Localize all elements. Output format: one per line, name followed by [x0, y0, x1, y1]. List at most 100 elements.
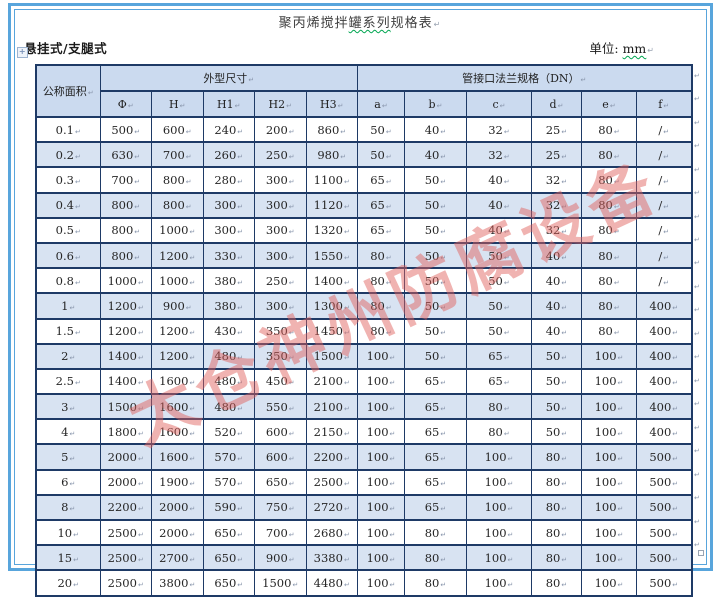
table-cell: 80↵: [581, 241, 637, 270]
end-of-cell-mark: ↵: [613, 278, 620, 287]
table-cell: 100↵: [581, 569, 637, 597]
table-cell: 100↵: [466, 493, 532, 522]
table-cell: 430↵: [202, 317, 255, 345]
cell-value: 1000: [159, 273, 189, 288]
end-of-cell-mark: ↵: [237, 203, 244, 212]
cell-value: 600: [265, 424, 288, 439]
column-header-text: b: [428, 97, 436, 111]
table-cell: 1450↵: [305, 317, 358, 345]
end-of-cell-mark: ↵: [561, 177, 568, 186]
table-cell: 65↵: [357, 191, 405, 219]
cell-value: 600: [265, 450, 288, 465]
end-of-cell-mark: ↵: [561, 329, 568, 338]
end-of-cell-mark: ↵: [340, 152, 347, 161]
column-header-text: Φ: [117, 97, 127, 111]
cell-value: 3800: [159, 575, 189, 590]
cell-value: 1200: [159, 324, 189, 339]
cell-value: 4: [61, 424, 69, 439]
end-of-cell-mark: ↵: [436, 101, 443, 110]
table-cell: 400↵: [635, 418, 693, 446]
end-of-cell-mark: ↵: [73, 555, 79, 564]
cell-value: 65: [424, 450, 440, 465]
table-cell: 1550↵: [305, 241, 358, 270]
end-of-row-mark: ↵: [694, 470, 700, 479]
table-cell: 25↵: [531, 115, 582, 144]
end-of-cell-mark: ↵: [663, 203, 670, 212]
end-of-cell-mark: ↵: [288, 203, 295, 212]
end-of-cell-mark: ↵: [440, 379, 447, 388]
table-cell: 50↵: [531, 393, 582, 421]
end-of-row-mark: ↵: [694, 376, 700, 385]
table-cell: 100↵: [357, 367, 405, 396]
end-of-cell-mark: ↵: [503, 203, 510, 212]
end-of-cell-mark: ↵: [237, 303, 244, 312]
cell-value: 1300: [313, 298, 343, 313]
cell-value: 100: [366, 450, 389, 465]
table-cell: 80↵: [357, 267, 405, 295]
end-of-cell-mark: ↵: [237, 555, 244, 564]
end-of-cell-mark: ↵: [381, 101, 388, 110]
table-cell: 32↵: [466, 141, 532, 169]
table-cell: 2000↵: [99, 443, 152, 471]
row-area-cell: 1↵: [35, 292, 101, 320]
column-header-text: f: [658, 97, 663, 111]
table-cell: 500↵: [635, 468, 693, 496]
table-cell: 2680↵: [305, 518, 358, 547]
table-cell: 65↵: [404, 367, 467, 396]
cell-value: 0.1: [55, 122, 74, 137]
end-of-cell-mark: ↵: [440, 480, 447, 489]
row-area-cell: 4↵: [35, 418, 101, 446]
end-of-cell-mark: ↵: [613, 203, 620, 212]
cell-value: 80: [370, 298, 385, 313]
end-of-cell-mark: ↵: [389, 429, 396, 438]
cell-value: 1400: [313, 273, 343, 288]
end-of-cell-mark: ↵: [343, 329, 350, 338]
end-of-cell-mark: ↵: [389, 455, 396, 464]
table-cell: 50↵: [404, 191, 467, 219]
cell-value: 50: [488, 273, 503, 288]
column-header: H2↵: [254, 90, 307, 118]
end-of-cell-mark: ↵: [288, 253, 295, 262]
end-of-cell-mark: ↵: [440, 530, 447, 539]
table-row: 1.5↵ 1200↵ 1200↵ 430↵ 350↵ 1450↵ 80↵ 50↵ 50↵ 40↵ 8…: [35, 317, 693, 345]
table-cell: 1900↵: [151, 468, 204, 496]
end-of-cell-mark: ↵: [389, 555, 396, 564]
table-cell: 630↵: [99, 141, 152, 169]
table-cell: 570↵: [202, 468, 255, 496]
table-row: 2↵ 1400↵ 1200↵ 480↵ 350↵ 1500↵ 100↵ 50↵ 65↵ 50↵ 10…: [35, 342, 693, 370]
end-of-cell-mark: ↵: [663, 152, 670, 161]
cell-value: 980: [317, 147, 340, 162]
header-row-1: 公称面积↵ 外型尺寸↵ 管接口法兰规格（DN）↵: [35, 64, 693, 118]
end-of-cell-mark: ↵: [617, 555, 624, 564]
end-of-cell-mark: ↵: [385, 253, 392, 262]
table-cell: 750↵: [254, 493, 307, 522]
cell-value: 2700: [159, 550, 189, 565]
end-of-cell-mark: ↵: [503, 303, 510, 312]
end-of-row-mark: ↵: [694, 423, 700, 432]
cell-value: 1000: [159, 223, 189, 238]
unit-label: 单位: mm↵: [589, 38, 654, 57]
table-row: 20↵ 2500↵ 3800↵ 650↵ 1500↵ 4480↵ 100↵ 80↵ 100↵ 80…: [35, 569, 693, 597]
cell-value: 100: [594, 550, 617, 565]
cell-value: 100: [366, 374, 389, 389]
document-canvas: 聚丙烯搅拌罐系列规格表↵ + 悬挂式/支腿式 单位: mm↵ 公称面积↵ 外型尺寸…: [8, 3, 713, 597]
table-cell: 500↵: [635, 544, 693, 572]
cell-value: 1500: [313, 349, 343, 364]
end-of-cell-mark: ↵: [385, 127, 392, 136]
end-of-cell-mark: ↵: [69, 505, 76, 514]
table-cell: 1400↵: [99, 342, 152, 370]
cell-value: 100: [484, 575, 507, 590]
unit-value: mm: [622, 41, 647, 56]
table-cell: 650↵: [202, 569, 255, 597]
table-cell: 50↵: [404, 241, 467, 270]
cell-value: 700: [111, 172, 134, 187]
end-of-cell-mark: ↵: [503, 354, 510, 363]
table-cell: 800↵: [99, 241, 152, 270]
end-of-cell-mark: ↵: [613, 253, 620, 262]
cell-value: 1: [61, 298, 69, 313]
cell-value: 800: [162, 198, 185, 213]
table-move-handle-icon[interactable]: +: [17, 47, 28, 58]
cell-value: 300: [265, 223, 288, 238]
end-of-cell-mark: ↵: [189, 404, 196, 413]
cell-value: 2: [61, 349, 69, 364]
